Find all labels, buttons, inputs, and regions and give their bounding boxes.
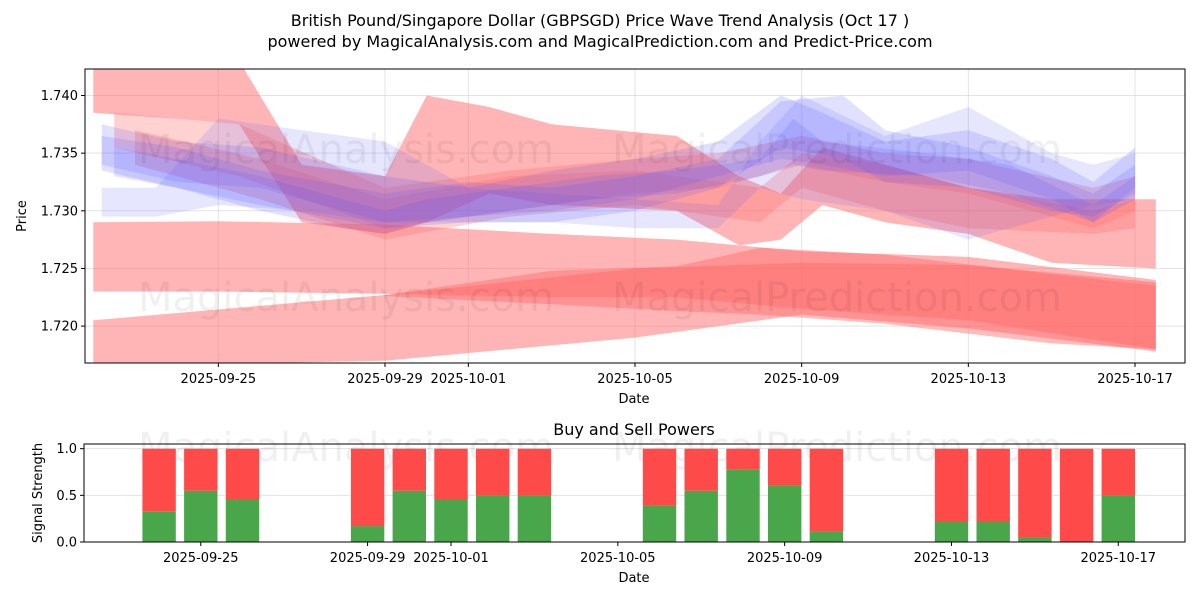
buy-bar (184, 490, 218, 542)
buy-bar (1101, 495, 1135, 542)
wave-band-blue-wave-1 (101, 95, 1136, 223)
sell-bar (225, 448, 260, 500)
watermark-analysis: MagicalAnalysis.com (138, 127, 554, 173)
bottom-x-tick-label: 2025-10-01 (413, 551, 489, 566)
buy-bar (684, 490, 718, 542)
sell-bar (1018, 448, 1052, 538)
main-x-axis: 2025-09-25 2025-09-29 2025-10-01 2025-10-05… (181, 363, 1173, 387)
watermark-prediction: MagicalPrediction.com (612, 275, 1062, 321)
signal-bars (142, 448, 1135, 542)
bottom-x-tick-label: 2025-10-09 (747, 551, 823, 566)
buy-bar (726, 469, 760, 542)
buy-bar (976, 521, 1010, 542)
sell-bar (809, 448, 844, 532)
wave-band-blue-wave-4 (114, 118, 1135, 234)
bottom-y-axis: 0.0 0.5 1.0 (56, 442, 84, 551)
main-y-tick-label: 1.740 (41, 89, 78, 104)
main-x-tick-label: 2025-10-17 (1097, 372, 1173, 387)
bottom-x-tick-label: 2025-10-17 (1080, 551, 1156, 566)
sell-bar (476, 448, 510, 496)
buy-sell-chart: Buy and Sell Powers MagicalAnalysis.com … (31, 420, 1186, 586)
main-x-tick-label: 2025-10-05 (597, 372, 673, 387)
buy-bar (768, 485, 802, 542)
main-y-tick-label: 1.730 (41, 204, 78, 219)
bottom-y-tick-label: 0.5 (56, 489, 77, 504)
wave-band-purple-wave-1 (114, 112, 1135, 229)
main-y-tick-label: 1.725 (41, 262, 78, 277)
wave-bands (93, 69, 1156, 363)
sell-bar (434, 448, 468, 500)
chart-subtitle: powered by MagicalAnalysis.com and Magic… (267, 32, 933, 51)
wave-band-blue-wave-3 (101, 95, 1136, 240)
bottom-x-axis-label: Date (618, 571, 649, 586)
bottom-y-tick-label: 1.0 (56, 442, 77, 457)
sell-bar (976, 448, 1010, 522)
buy-bar (225, 500, 260, 542)
wave-band-purple-wave-2 (135, 130, 1135, 240)
main-x-axis-label: Date (618, 392, 649, 407)
main-x-tick-label: 2025-10-13 (931, 372, 1007, 387)
sell-bar (142, 448, 176, 512)
bottom-x-tick-label: 2025-09-25 (163, 551, 239, 566)
main-y-axis-label: Price (15, 200, 30, 232)
main-y-tick-label: 1.720 (41, 320, 78, 335)
buy-bar (142, 511, 176, 542)
chart-title: British Pound/Singapore Dollar (GBPSGD) … (290, 11, 910, 30)
main-x-tick-label: 2025-10-09 (764, 372, 840, 387)
buy-bar (517, 495, 552, 542)
main-x-tick-label: 2025-09-29 (347, 372, 423, 387)
sell-bar (350, 448, 385, 527)
wave-band-red-wave-mid (93, 221, 1156, 350)
main-y-axis: 1.720 1.725 1.730 1.735 1.740 (41, 89, 85, 335)
sell-bar (392, 448, 426, 491)
sell-bar (517, 448, 552, 496)
buy-bar (934, 521, 969, 542)
sell-bar (684, 448, 718, 491)
bottom-y-axis-label: Signal Strength (31, 443, 46, 543)
buy-bar (476, 495, 510, 542)
buy-bar (1018, 537, 1052, 542)
sell-bar (726, 448, 760, 470)
wave-band-red-wave-dark (385, 247, 1156, 350)
wave-band-blue-wave-2 (101, 95, 1136, 229)
main-x-tick-label: 2025-10-01 (431, 372, 507, 387)
main-y-tick-label: 1.735 (41, 147, 78, 162)
buy-sell-title: Buy and Sell Powers (553, 420, 715, 439)
buy-bar (392, 490, 426, 542)
buy-bar (809, 531, 844, 542)
sell-bar (768, 448, 802, 486)
wave-band-red-wave-high (93, 69, 1156, 269)
buy-bar (642, 505, 677, 542)
main-x-tick-label: 2025-09-25 (181, 372, 257, 387)
buy-bar (350, 526, 385, 542)
bottom-x-axis: 2025-09-25 2025-09-29 2025-10-01 2025-10-05… (163, 542, 1156, 566)
buy-bar (434, 500, 468, 542)
sell-bar (1059, 448, 1094, 542)
watermark-analysis: MagicalAnalysis.com (138, 275, 554, 321)
sell-bar (642, 448, 677, 506)
watermark-prediction: MagicalPrediction.com (612, 127, 1062, 173)
sell-bar (184, 448, 218, 491)
sell-bar (934, 448, 969, 522)
bottom-x-tick-label: 2025-09-29 (330, 551, 406, 566)
price-wave-chart: MagicalAnalysis.com MagicalPrediction.co… (15, 68, 1186, 407)
main-watermarks: MagicalAnalysis.com MagicalPrediction.co… (138, 127, 1062, 321)
bottom-y-tick-label: 0.0 (56, 536, 77, 551)
bottom-x-tick-label: 2025-10-13 (914, 551, 990, 566)
sell-bar (1101, 448, 1135, 496)
bottom-x-tick-label: 2025-10-05 (580, 551, 656, 566)
bottom-plot-frame (83, 443, 1186, 543)
